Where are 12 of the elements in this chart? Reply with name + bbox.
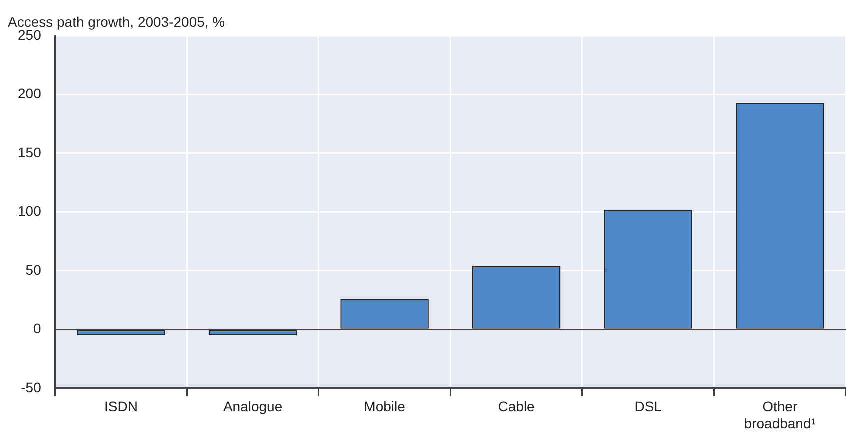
y-tick-label: 100 — [18, 203, 42, 220]
y-tick-label: -50 — [21, 379, 42, 396]
y-tick-label: 150 — [18, 144, 42, 160]
x-tick-label: Analogue — [223, 398, 283, 415]
x-tick-label: Other broadband¹ — [744, 398, 816, 432]
y-tick-label: 200 — [18, 86, 42, 102]
x-tick-label: DSL — [634, 398, 662, 415]
y-tick-label: 50 — [26, 262, 42, 278]
x-tick-label: ISDN — [104, 398, 138, 415]
x-tick-label: Cable — [498, 398, 536, 415]
x-tick-label: Mobile — [364, 398, 406, 415]
y-tick-label: 0 — [34, 320, 42, 337]
